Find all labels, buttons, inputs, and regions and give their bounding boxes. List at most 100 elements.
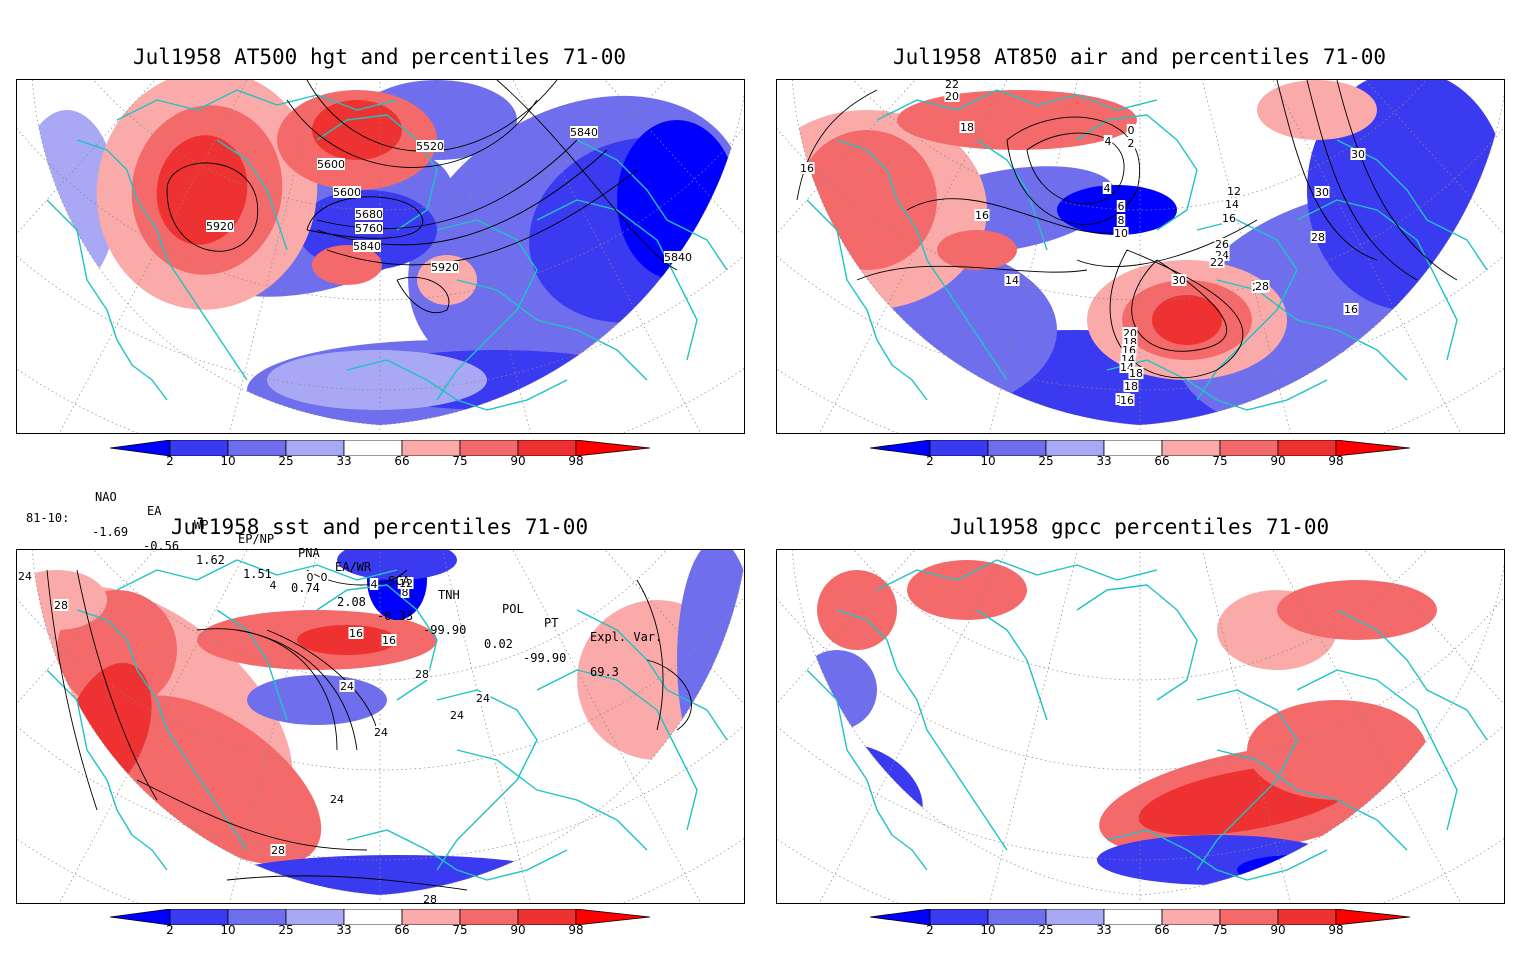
index-value: -99.90: [423, 623, 467, 637]
contour-label-bg: [1103, 135, 1113, 147]
contour-label: 10: [1114, 227, 1128, 240]
contour-label: 24: [450, 709, 464, 722]
contour-label: 20: [945, 90, 959, 103]
coastline: [1216, 749, 1408, 851]
contour-line: [316, 149, 608, 246]
graticule: [17, 80, 744, 433]
graticule: [777, 80, 1504, 433]
colorbar-tick-label: 66: [1154, 454, 1170, 468]
contour-line: [796, 89, 878, 201]
index-value: 0.02: [484, 637, 513, 651]
contour-label-bg: [1171, 274, 1187, 286]
contour-label: 6: [1118, 200, 1125, 213]
index-header-row: NAO EA WP EP/NP PNA EA/WR SCA TNH POL PT…: [0, 476, 760, 644]
contour-label: 22: [1210, 256, 1224, 269]
colorbar-segment: [401, 908, 461, 926]
contour-label-bg: [1102, 182, 1112, 194]
contour-line: [286, 99, 538, 168]
contour-label-bg: [449, 709, 465, 721]
contour-line: [236, 629, 358, 751]
colorbar-tick-label: 2: [166, 454, 174, 468]
shaded-region: [797, 130, 937, 270]
colorbar-tick-label: 33: [1096, 454, 1112, 468]
colorbar-segment: [1045, 439, 1105, 457]
colorbar-segment: [227, 439, 287, 457]
index-header: NAO: [95, 490, 117, 504]
colorbar-segment: [1103, 439, 1163, 457]
index-header: POL: [502, 602, 524, 616]
contour-label-bg: [355, 208, 383, 220]
contour-label: 5520: [416, 140, 444, 153]
contour-label-bg: [53, 599, 69, 611]
colorbar-top-right: 2 10 25 33 66 75 90 98: [869, 439, 1411, 488]
shaded-region: [897, 90, 1137, 150]
contour-label-bg: [570, 126, 598, 138]
colorbar-segment: [987, 439, 1047, 457]
contour-label: 12: [1227, 185, 1241, 198]
panel-title-bottom-right: Jul1958 gpcc percentiles 71-00: [949, 515, 1330, 539]
shaded-region: [937, 230, 1017, 270]
contour-label-bg: [319, 571, 329, 583]
contour-labels: 24284004481281616202424242828282424: [17, 570, 491, 903]
shaded-region: [1237, 855, 1357, 885]
contour-label-bg: [1113, 227, 1129, 239]
colorbar-segment: [459, 439, 519, 457]
colorbar-arrow-low: [109, 439, 171, 457]
coastline: [1106, 829, 1328, 881]
panel-title-bottom-left: Jul1958 sst and percentiles 71-00: [170, 515, 589, 539]
colorbar-tick-label: 2: [926, 923, 934, 937]
colorbar-segment: [517, 439, 577, 457]
index-value: 0.74: [291, 581, 320, 595]
map-panel-top-left: 5920 5600 5520 5840 5600 5680 5760 5840 5920 5840: [16, 79, 745, 434]
contour-line: [326, 169, 638, 266]
colorbar-tick-label: 75: [1212, 923, 1228, 937]
coastline: [976, 609, 1048, 721]
contour-label: 0: [321, 571, 328, 584]
contour-label: 4: [1105, 135, 1112, 148]
contour-label: 12: [399, 577, 413, 590]
colorbar-scale: [869, 439, 1411, 457]
colorbar-arrow-high: [575, 908, 651, 926]
index-header: EP/NP: [238, 532, 275, 546]
colorbar-arrow-low: [869, 908, 931, 926]
coastline: [836, 609, 1008, 851]
contour-line: [1026, 132, 1125, 205]
contour-line: [1131, 259, 1228, 352]
index-header: PT: [544, 616, 559, 630]
contour-label: 24: [18, 570, 32, 583]
colorbar-segment: [459, 908, 519, 926]
contour-line: [306, 196, 424, 239]
contour-label: 24: [476, 692, 490, 705]
contour-label-bg: [1314, 186, 1330, 198]
contour-label: 24: [340, 680, 354, 693]
coastline: [1196, 689, 1298, 871]
index-value: -99.90: [523, 651, 567, 665]
contour-line: [1109, 249, 1244, 379]
contour-label: 5840: [353, 240, 381, 253]
latitude-circle: [17, 126, 744, 301]
map-boundary: [792, 80, 1504, 426]
index-value: -0.33: [377, 609, 414, 623]
colorbar-tick-label: 33: [336, 454, 352, 468]
index-value: 2.08: [337, 595, 366, 609]
contour-line: [636, 579, 664, 731]
coastline: [876, 559, 1158, 591]
coastline: [456, 749, 648, 851]
colorbar-arrow-high: [1335, 439, 1411, 457]
index-value: -1.69: [92, 525, 129, 539]
contour-label-bg: [422, 893, 438, 903]
colorbar-segment: [1277, 439, 1337, 457]
coastline: [216, 139, 288, 251]
contour-label: 16: [800, 162, 814, 175]
shaded-region: [312, 100, 402, 160]
shaded-region: [1152, 295, 1222, 345]
contour-label-bg: [206, 220, 234, 232]
map-panel-bottom-left: 24284004481281616202424242828282424: [16, 549, 745, 904]
contour-label: 30: [1351, 148, 1365, 161]
colorbar-arrow-high: [1335, 908, 1411, 926]
colorbar-tick-label: 25: [1038, 923, 1054, 937]
colorbar-arrow-low: [869, 439, 931, 457]
shaded-region: [156, 135, 248, 245]
coastline: [46, 199, 168, 401]
contour-line: [1336, 80, 1458, 281]
